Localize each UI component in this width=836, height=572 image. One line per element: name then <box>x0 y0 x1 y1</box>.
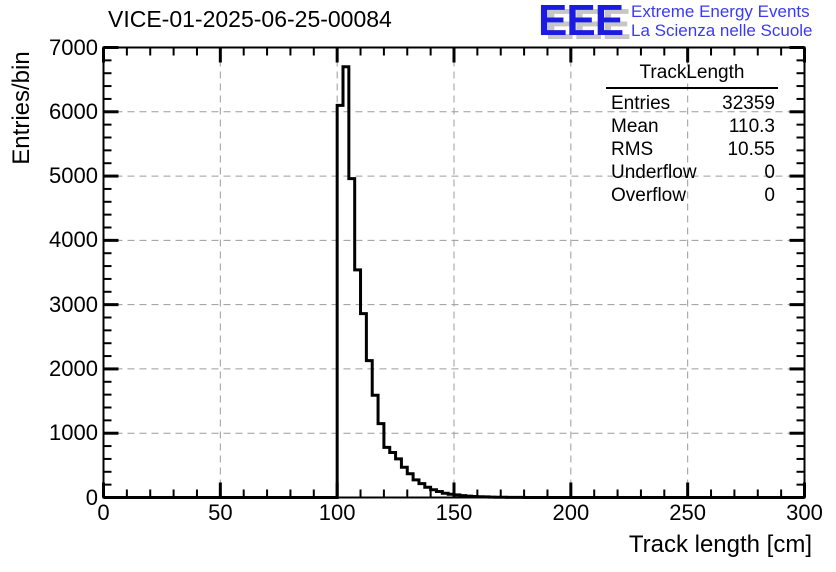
eee-logo-acronym: EEE <box>538 0 624 45</box>
x-tick-label: 100 <box>318 500 356 525</box>
stats-value: 32359 <box>722 93 775 114</box>
x-tick-label: 250 <box>669 500 707 525</box>
stats-value: 110.3 <box>728 116 775 137</box>
y-tick-label: 0 <box>85 484 98 510</box>
x-tick-label: 200 <box>552 500 590 525</box>
y-tick-label: 4000 <box>49 227 98 253</box>
x-tick-label: 300 <box>786 500 823 525</box>
stats-label: Entries <box>611 93 671 114</box>
y-tick-label: 2000 <box>49 355 98 381</box>
stats-row: Underflow 0 <box>606 161 778 184</box>
stats-title: TrackLength <box>606 62 778 89</box>
stats-value: 0 <box>764 162 775 183</box>
y-tick-label: 5000 <box>49 163 98 189</box>
stats-label: RMS <box>611 139 654 160</box>
plot-title: VICE-01-2025-06-25-00084 <box>108 6 392 32</box>
stats-row: RMS 10.55 <box>606 138 778 161</box>
x-tick-label: 0 <box>97 500 110 525</box>
stats-row: Mean 110.3 <box>606 115 778 138</box>
x-tick-label: 150 <box>435 500 473 525</box>
stats-row: Entries 32359 <box>606 92 778 115</box>
stats-label: Mean <box>611 116 659 137</box>
y-tick-label: 7000 <box>49 34 98 60</box>
stats-row: Overflow 0 <box>606 184 778 207</box>
stats-label: Underflow <box>611 162 697 183</box>
y-tick-label: 1000 <box>49 420 98 446</box>
eee-logo-subtitle-line2: La Scienza nelle Scuole <box>631 21 813 40</box>
y-tick-label: 3000 <box>49 291 98 317</box>
eee-logo: EEE Extreme Energy Events La Scienza nel… <box>538 0 813 45</box>
stats-label: Overflow <box>611 185 686 206</box>
eee-logo-subtitle: Extreme Energy Events La Scienza nelle S… <box>631 0 812 40</box>
x-axis-title: Track length [cm] <box>628 531 812 558</box>
x-tick-label: 50 <box>208 500 233 525</box>
eee-logo-subtitle-line1: Extreme Energy Events <box>631 2 810 21</box>
y-tick-label: 6000 <box>49 98 98 124</box>
stats-value: 0 <box>764 185 775 206</box>
stats-box: TrackLength Entries 32359 Mean 110.3 RMS… <box>606 62 778 207</box>
stats-value: 10.55 <box>727 139 775 160</box>
